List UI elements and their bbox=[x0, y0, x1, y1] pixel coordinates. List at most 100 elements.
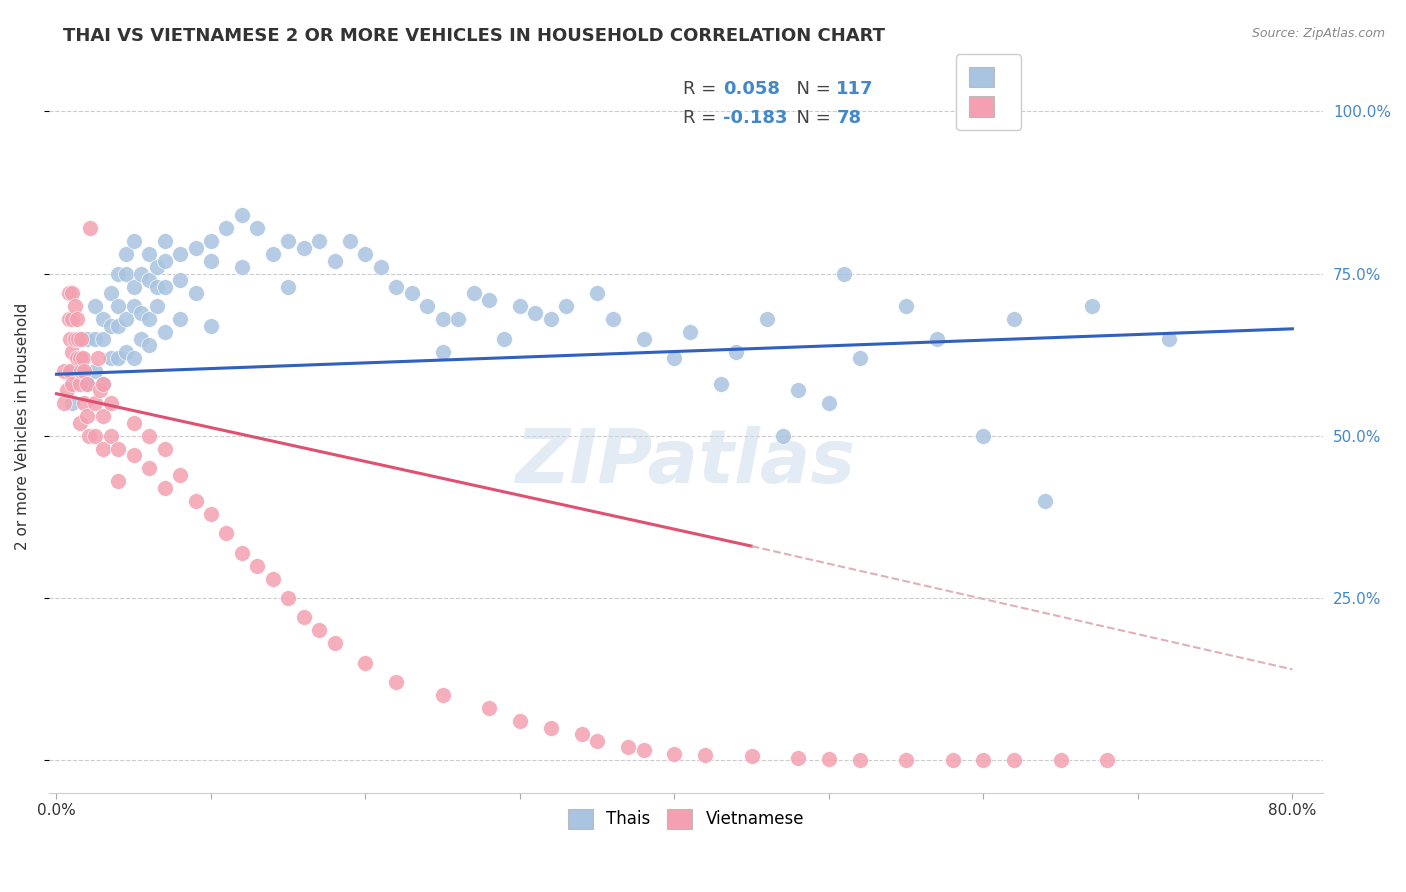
Point bbox=[478, 293, 501, 307]
Point bbox=[215, 526, 238, 541]
Point bbox=[447, 312, 470, 326]
Point bbox=[60, 344, 83, 359]
Point bbox=[84, 299, 107, 313]
Point bbox=[756, 312, 779, 326]
Point bbox=[107, 267, 129, 281]
Point bbox=[246, 558, 269, 573]
Point bbox=[231, 546, 253, 560]
Point bbox=[308, 234, 330, 248]
Point bbox=[972, 429, 994, 443]
Point bbox=[710, 376, 733, 391]
Point bbox=[200, 253, 222, 268]
Point bbox=[59, 364, 82, 378]
Point bbox=[53, 364, 76, 378]
Text: Source: ZipAtlas.com: Source: ZipAtlas.com bbox=[1251, 27, 1385, 40]
Point bbox=[122, 351, 145, 365]
Point bbox=[60, 312, 83, 326]
Point bbox=[231, 260, 253, 275]
Point bbox=[65, 351, 87, 365]
Point bbox=[63, 332, 86, 346]
Point bbox=[941, 753, 963, 767]
Point bbox=[524, 305, 547, 319]
Point bbox=[70, 364, 93, 378]
Point bbox=[107, 318, 129, 333]
Point bbox=[339, 234, 361, 248]
Point bbox=[76, 409, 98, 424]
Point bbox=[84, 429, 107, 443]
Point bbox=[91, 376, 114, 391]
Point bbox=[1080, 299, 1102, 313]
Point bbox=[69, 351, 91, 365]
Point bbox=[138, 247, 160, 261]
Text: -0.183: -0.183 bbox=[723, 110, 787, 128]
Point bbox=[370, 260, 392, 275]
Point bbox=[1095, 753, 1118, 767]
Point bbox=[56, 384, 79, 398]
Point bbox=[122, 279, 145, 293]
Point bbox=[122, 416, 145, 430]
Point bbox=[200, 318, 222, 333]
Point bbox=[354, 247, 377, 261]
Point bbox=[100, 396, 122, 410]
Point bbox=[69, 351, 91, 365]
Point bbox=[153, 234, 176, 248]
Point bbox=[849, 753, 872, 767]
Point bbox=[53, 396, 76, 410]
Point bbox=[70, 332, 93, 346]
Point bbox=[76, 376, 98, 391]
Point bbox=[115, 267, 138, 281]
Point bbox=[115, 247, 138, 261]
Point bbox=[385, 279, 408, 293]
Point bbox=[894, 753, 917, 767]
Point bbox=[401, 286, 423, 301]
Point bbox=[925, 332, 948, 346]
Legend: Thais, Vietnamese: Thais, Vietnamese bbox=[561, 802, 811, 836]
Point bbox=[1157, 332, 1180, 346]
Point bbox=[277, 591, 299, 605]
Point bbox=[91, 442, 114, 456]
Point bbox=[153, 481, 176, 495]
Point bbox=[586, 733, 609, 747]
Text: THAI VS VIETNAMESE 2 OR MORE VEHICLES IN HOUSEHOLD CORRELATION CHART: THAI VS VIETNAMESE 2 OR MORE VEHICLES IN… bbox=[63, 27, 886, 45]
Point bbox=[741, 749, 763, 764]
Point bbox=[200, 507, 222, 521]
Point bbox=[138, 338, 160, 352]
Point bbox=[432, 312, 454, 326]
Point bbox=[416, 299, 439, 313]
Point bbox=[67, 332, 90, 346]
Point bbox=[115, 312, 138, 326]
Point bbox=[277, 279, 299, 293]
Point bbox=[323, 636, 346, 650]
Text: R =: R = bbox=[683, 80, 723, 98]
Point bbox=[169, 247, 191, 261]
Point bbox=[633, 332, 655, 346]
Text: ZIPatlas: ZIPatlas bbox=[516, 426, 856, 500]
Point bbox=[478, 701, 501, 715]
Point bbox=[972, 753, 994, 767]
Point bbox=[115, 344, 138, 359]
Point bbox=[262, 572, 284, 586]
Point bbox=[63, 299, 86, 313]
Point bbox=[633, 743, 655, 757]
Point bbox=[323, 253, 346, 268]
Text: 117: 117 bbox=[837, 80, 875, 98]
Point bbox=[138, 312, 160, 326]
Point bbox=[292, 610, 315, 624]
Point bbox=[153, 442, 176, 456]
Point bbox=[131, 332, 153, 346]
Point bbox=[107, 351, 129, 365]
Point bbox=[91, 332, 114, 346]
Point bbox=[69, 376, 91, 391]
Point bbox=[131, 267, 153, 281]
Point bbox=[787, 384, 810, 398]
Point bbox=[146, 299, 169, 313]
Point bbox=[463, 286, 485, 301]
Point bbox=[60, 396, 83, 410]
Point bbox=[138, 429, 160, 443]
Point bbox=[100, 286, 122, 301]
Point bbox=[122, 234, 145, 248]
Point bbox=[555, 299, 578, 313]
Text: R =: R = bbox=[683, 110, 723, 128]
Point bbox=[72, 351, 94, 365]
Point bbox=[69, 416, 91, 430]
